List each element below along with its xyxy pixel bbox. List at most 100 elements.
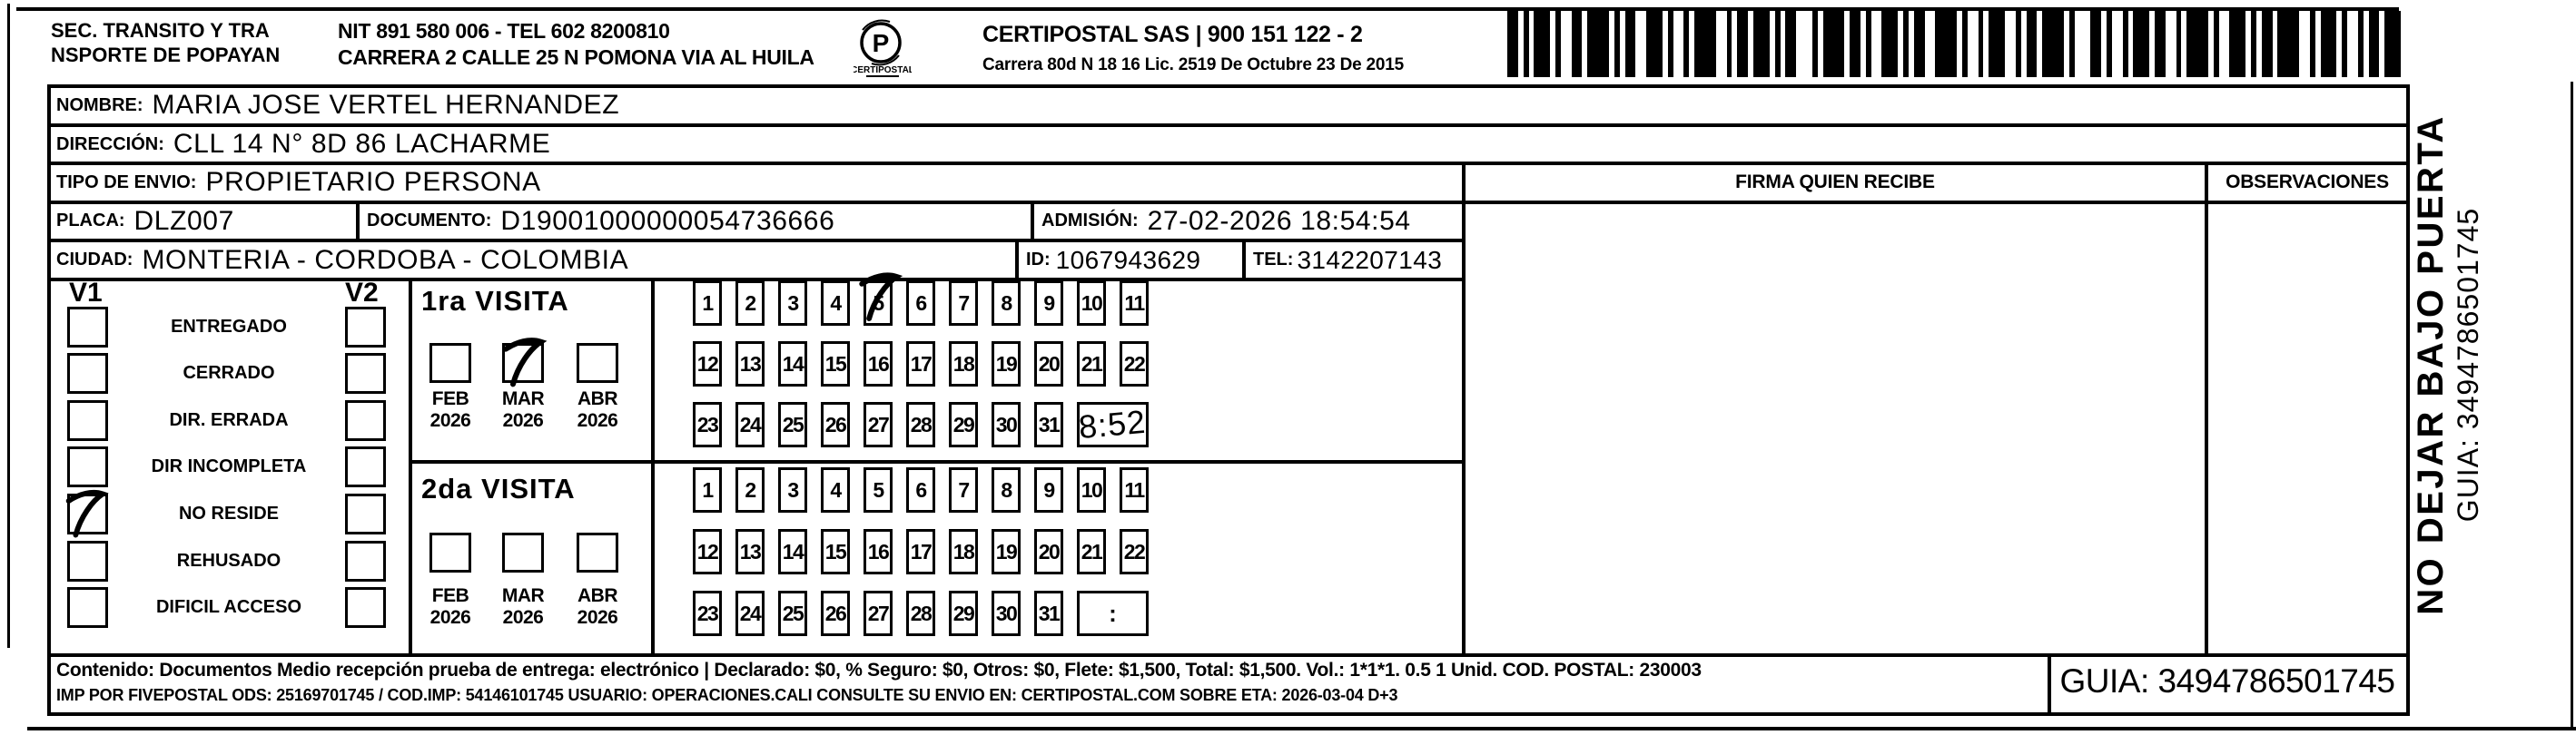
day-box-1ra-29[interactable]: 29 [949, 402, 978, 447]
day-box-1ra-30[interactable]: 30 [992, 402, 1021, 447]
day-box-1ra-7[interactable]: 7 [949, 280, 978, 326]
day-box-1ra-19[interactable]: 19 [992, 341, 1021, 387]
checkbox-v1-dir-errada[interactable] [67, 400, 108, 441]
day-box-1ra-11[interactable]: 11 [1120, 280, 1149, 326]
checkbox-v1-rehusado[interactable] [67, 541, 108, 582]
day-box-1ra-20[interactable]: 20 [1034, 341, 1063, 387]
day-box-1ra-3[interactable]: 3 [778, 280, 807, 326]
checkbox-v2-no-reside[interactable] [345, 494, 386, 534]
day-box-2da-4[interactable]: 4 [821, 467, 850, 513]
month-checkbox-1ra-visita-abr[interactable] [577, 343, 618, 383]
day-box-1ra-23[interactable]: 23 [693, 402, 722, 447]
day-box-2da-3[interactable]: 3 [778, 467, 807, 513]
day-box-1ra-10[interactable]: 10 [1077, 280, 1106, 326]
nombre-row: NOMBRE: MARIA JOSE VERTEL HERNANDEZ [56, 88, 619, 122]
day-box-1ra-17[interactable]: 17 [906, 341, 935, 387]
table-line [651, 278, 655, 655]
day-box-1ra-4[interactable]: 4 [821, 280, 850, 326]
day-box-2da-16[interactable]: 16 [864, 529, 893, 574]
day-box-1ra-12[interactable]: 12 [693, 341, 722, 387]
placa-field: PLACA: DLZ007 [56, 204, 234, 238]
day-box-2da-8[interactable]: 8 [992, 467, 1021, 513]
day-box-2da-27[interactable]: 27 [864, 591, 893, 636]
day-box-1ra-21[interactable]: 21 [1077, 341, 1106, 387]
checkbox-v2-cerrado[interactable] [345, 353, 386, 394]
day-box-2da-7[interactable]: 7 [949, 467, 978, 513]
observaciones-area[interactable] [2208, 204, 2406, 653]
day-box-1ra-1[interactable]: 1 [693, 280, 722, 326]
day-box-1ra-26[interactable]: 26 [821, 402, 850, 447]
day-box-2da-23[interactable]: 23 [693, 591, 722, 636]
day-box-2da-19[interactable]: 19 [992, 529, 1021, 574]
barcode-bar [2342, 11, 2348, 77]
day-box-2da-28[interactable]: 28 [906, 591, 935, 636]
checkbox-v2-entregado[interactable] [345, 307, 386, 348]
checkbox-v1-dir-incompleta[interactable] [67, 446, 108, 487]
signature-area[interactable] [1466, 204, 2205, 653]
day-box-2da-21[interactable]: 21 [1077, 529, 1106, 574]
day-box-1ra-22[interactable]: 22 [1120, 341, 1149, 387]
checkbox-v2-dificil-acceso[interactable] [345, 587, 386, 628]
day-box-2da-30[interactable]: 30 [992, 591, 1021, 636]
day-box-1ra-15[interactable]: 15 [821, 341, 850, 387]
day-box-2da-15[interactable]: 15 [821, 529, 850, 574]
day-box-2da-26[interactable]: 26 [821, 591, 850, 636]
day-box-1ra-8[interactable]: 8 [992, 280, 1021, 326]
day-box-2da-25[interactable]: 25 [778, 591, 807, 636]
day-box-2da-2[interactable]: 2 [735, 467, 765, 513]
day-box-1ra-13[interactable]: 13 [735, 341, 765, 387]
time-box-2da[interactable]: : [1077, 591, 1149, 636]
checkbox-v2-dir-errada[interactable] [345, 400, 386, 441]
barcode-bar [2347, 11, 2358, 77]
day-box-1ra-28[interactable]: 28 [906, 402, 935, 447]
checkbox-v1-cerrado[interactable] [67, 353, 108, 394]
day-box-2da-20[interactable]: 20 [1034, 529, 1063, 574]
day-box-2da-31[interactable]: 31 [1034, 591, 1063, 636]
day-box-2da-10[interactable]: 10 [1077, 467, 1106, 513]
checkbox-v2-rehusado[interactable] [345, 541, 386, 582]
day-box-2da-5[interactable]: 5 [864, 467, 893, 513]
day-box-1ra-27[interactable]: 27 [864, 402, 893, 447]
day-box-2da-13[interactable]: 13 [735, 529, 765, 574]
day-box-2da-17[interactable]: 17 [906, 529, 935, 574]
carrier-block: CERTIPOSTAL SAS | 900 151 122 - 2 Carrer… [982, 22, 1404, 75]
checkbox-v1-dificil-acceso[interactable] [67, 587, 108, 628]
logo-caption: CERTIPOSTAL [854, 65, 912, 75]
month-checkbox-2da-visita-mar[interactable] [502, 533, 544, 573]
day-box-1ra-31[interactable]: 31 [1034, 402, 1063, 447]
sender-block: SEC. TRANSITO Y TRA NSPORTE DE POPAYAN [51, 18, 280, 67]
day-box-1ra-2[interactable]: 2 [735, 280, 765, 326]
day-box-1ra-14[interactable]: 14 [778, 341, 807, 387]
day-box-1ra-25[interactable]: 25 [778, 402, 807, 447]
month-checkbox-1ra-visita-mar[interactable] [502, 343, 544, 383]
checkbox-v1-entregado[interactable] [67, 307, 108, 348]
day-box-1ra-6[interactable]: 6 [906, 280, 935, 326]
day-box-1ra-9[interactable]: 9 [1034, 280, 1063, 326]
day-box-2da-12[interactable]: 12 [693, 529, 722, 574]
time-box-1ra[interactable]: 8:52 [1077, 402, 1149, 447]
month-checkbox-1ra-visita-feb[interactable] [429, 343, 471, 383]
day-box-1ra-5[interactable]: 5 [864, 280, 893, 326]
first-visit-panel: 1ra VISITA FEB 2026 MAR 2026 ABR 2026 [409, 278, 651, 460]
day-box-2da-24[interactable]: 24 [735, 591, 765, 636]
month-checkbox-2da-visita-abr[interactable] [577, 533, 618, 573]
month-checkbox-2da-visita-feb[interactable] [429, 533, 471, 573]
day-box-2da-11[interactable]: 11 [1120, 467, 1149, 513]
day-box-2da-18[interactable]: 18 [949, 529, 978, 574]
checkbox-v2-dir-incompleta[interactable] [345, 446, 386, 487]
certipostal-logo-icon: P CERTIPOSTAL [854, 19, 912, 77]
day-box-2da-14[interactable]: 14 [778, 529, 807, 574]
day-box-2da-1[interactable]: 1 [693, 467, 722, 513]
day-box-1ra-24[interactable]: 24 [735, 402, 765, 447]
sender-line1: SEC. TRANSITO Y TRA [51, 19, 270, 42]
day-box-2da-6[interactable]: 6 [906, 467, 935, 513]
day-box-1ra-18[interactable]: 18 [949, 341, 978, 387]
day-box-2da-9[interactable]: 9 [1034, 467, 1063, 513]
day-box-2da-22[interactable]: 22 [1120, 529, 1149, 574]
table-line [356, 201, 360, 240]
barcode-bar [2122, 11, 2128, 77]
day-box-2da-29[interactable]: 29 [949, 591, 978, 636]
day-box-1ra-16[interactable]: 16 [864, 341, 893, 387]
checkbox-v1-no-reside[interactable] [67, 494, 108, 534]
